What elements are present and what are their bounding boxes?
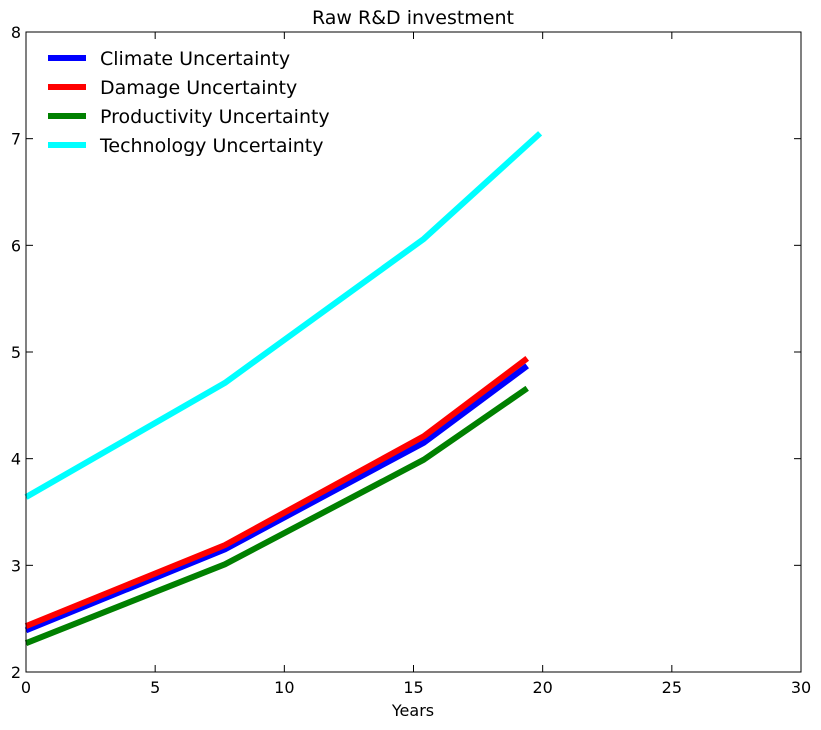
y-tick-label-3: 5 (11, 343, 21, 362)
y-tick-label-6: 8 (11, 23, 21, 42)
legend-label-0: Climate Uncertainty (100, 48, 290, 70)
legend-label-3: Technology Uncertainty (99, 135, 323, 157)
series-line-1 (24, 356, 530, 629)
x-axis-label: Years (391, 701, 434, 720)
y-tick-label-5: 7 (11, 130, 21, 149)
legend-label-1: Damage Uncertainty (100, 77, 297, 99)
x-tick-label-4: 20 (532, 678, 552, 697)
y-tick-label-4: 6 (11, 236, 21, 255)
series-line-0 (24, 363, 529, 634)
axis-ticks: 0 5 10 15 20 25 30 2 3 4 5 6 7 8 (11, 23, 811, 697)
x-tick-label-3: 15 (403, 678, 423, 697)
x-tick-label-2: 10 (274, 678, 294, 697)
legend: Climate Uncertainty Damage Uncertainty Pro… (48, 48, 330, 157)
y-tick-label-2: 4 (11, 450, 21, 469)
series-line-3 (24, 131, 543, 500)
x-tick-label-1: 5 (150, 678, 160, 697)
x-tick-label-0: 0 (21, 678, 31, 697)
x-tick-label-6: 30 (791, 678, 811, 697)
chart-title: Raw R&D investment (312, 7, 514, 29)
y-tick-label-1: 3 (11, 556, 21, 575)
series-line-2 (24, 385, 529, 646)
plot-area (24, 131, 543, 646)
legend-label-2: Productivity Uncertainty (100, 106, 330, 128)
y-tick-label-0: 2 (11, 663, 21, 682)
x-tick-label-5: 25 (662, 678, 682, 697)
